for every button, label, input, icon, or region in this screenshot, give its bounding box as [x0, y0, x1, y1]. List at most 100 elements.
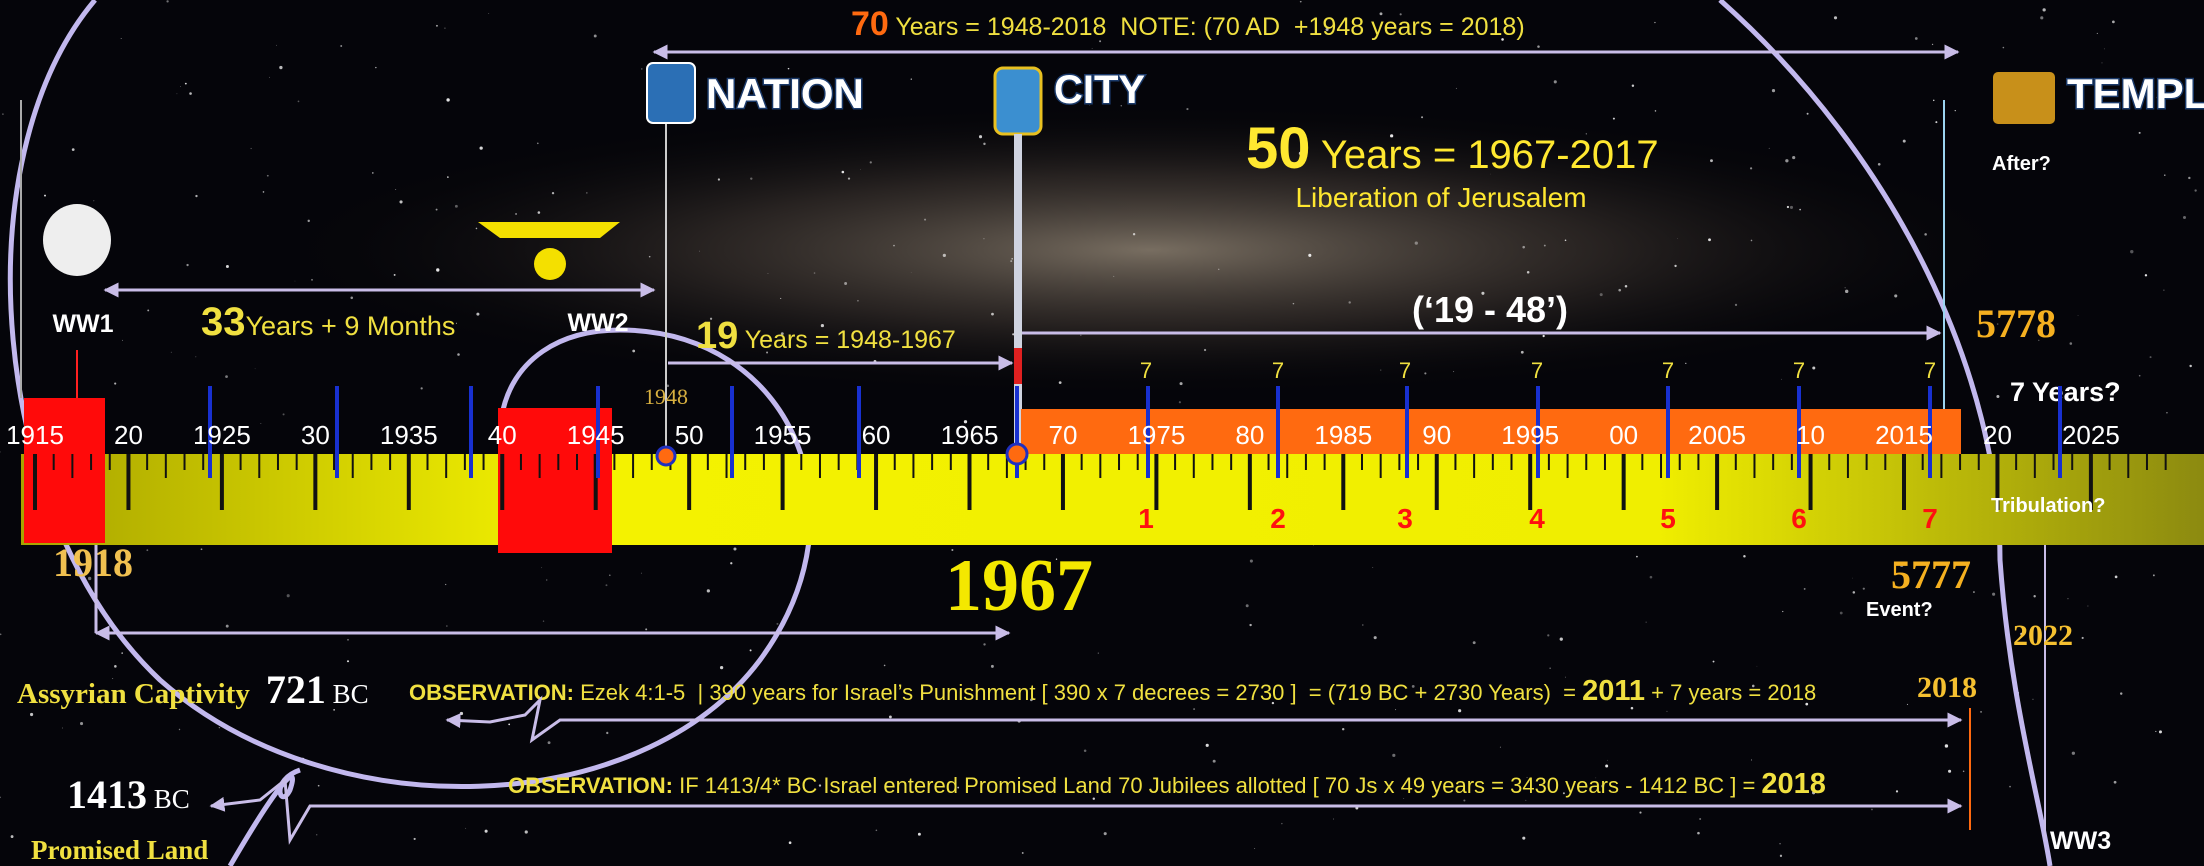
star: [2139, 132, 2141, 134]
star: [176, 93, 177, 94]
span19-number: 19: [696, 315, 738, 357]
star: [2130, 250, 2133, 253]
star: [195, 356, 196, 357]
star: [586, 192, 587, 193]
promised-era: BC: [147, 784, 190, 814]
star: [1246, 604, 1249, 607]
star: [1713, 661, 1715, 663]
star: [1308, 254, 1311, 257]
star: [1527, 271, 1530, 274]
star: [918, 833, 921, 836]
year-2018: 2018: [1917, 671, 1977, 704]
star: [1613, 118, 1615, 120]
star: [1804, 588, 1806, 590]
count-label: 2: [1270, 503, 1286, 534]
star: [2033, 699, 2034, 700]
star: [93, 200, 94, 201]
count-label: 4: [1529, 503, 1545, 534]
star: [1963, 771, 1965, 773]
star: [1677, 238, 1678, 239]
star: [1372, 567, 1373, 568]
star: [226, 625, 229, 628]
star: [1646, 622, 1647, 623]
star: [1544, 245, 1546, 247]
ruler-label: 1995: [1501, 420, 1559, 450]
ruler-label: 20: [114, 420, 143, 450]
star: [1618, 289, 1621, 292]
star: [1342, 728, 1344, 730]
star: [421, 387, 423, 389]
star: [1655, 110, 1657, 112]
star: [860, 169, 861, 170]
star: [1735, 304, 1737, 306]
ruler-label: 50: [675, 420, 704, 450]
star: [1010, 260, 1012, 262]
count-label: 7: [1922, 503, 1938, 534]
star: [884, 665, 886, 667]
city-pole-mark: [1014, 348, 1022, 384]
star: [1996, 395, 1999, 398]
star: [171, 352, 172, 353]
star: [476, 228, 478, 230]
promised-year: 1413: [67, 772, 147, 817]
star: [80, 722, 83, 725]
star: [768, 273, 769, 274]
star: [2155, 731, 2156, 732]
star: [1907, 704, 1908, 705]
star: [750, 177, 752, 179]
star: [1458, 709, 1461, 712]
star: [1631, 707, 1634, 710]
star: [983, 238, 984, 239]
star: [943, 254, 946, 257]
star: [1415, 241, 1418, 244]
star: [1522, 246, 1525, 249]
ruler-label: 10: [1796, 420, 1825, 450]
star: [2040, 16, 2043, 19]
star: [2072, 752, 2075, 755]
star: [552, 192, 554, 194]
star: [251, 148, 252, 149]
star: [436, 25, 438, 27]
star: [1632, 84, 1634, 86]
star: [525, 830, 528, 833]
star: [1785, 159, 1788, 162]
star: [166, 0, 168, 2]
ruler-label: 1925: [193, 420, 251, 450]
star: [541, 567, 542, 568]
span19-label: Years = 1948-1967: [738, 326, 956, 354]
star: [537, 142, 539, 144]
star: [1636, 556, 1638, 558]
star: [269, 77, 270, 78]
star: [11, 835, 14, 838]
ruler-label: 90: [1422, 420, 1451, 450]
star: [1565, 677, 1566, 678]
star: [911, 272, 912, 273]
star: [707, 589, 710, 592]
header-number: 70: [851, 5, 889, 43]
city-emblem: [995, 68, 1041, 134]
star: [991, 665, 994, 668]
star: [1980, 711, 1982, 713]
tribulation: Tribulation?: [1991, 495, 2105, 517]
star: [267, 175, 269, 177]
star: [394, 274, 396, 276]
ruler-label: 70: [1048, 420, 1077, 450]
star: [1935, 121, 1937, 123]
star: [295, 281, 296, 282]
star: [2033, 595, 2035, 597]
nation-label: NATION: [706, 70, 864, 117]
star: [1639, 811, 1641, 813]
star: [1845, 287, 1846, 288]
star: [983, 143, 985, 145]
assyrian-year: 721: [266, 667, 326, 712]
star: [460, 712, 463, 715]
star: [1992, 593, 1995, 596]
star: [979, 135, 982, 138]
star: [1463, 799, 1465, 801]
star: [548, 741, 551, 744]
star: [2194, 189, 2196, 191]
star: [1522, 837, 1525, 840]
ruler-label: 2015: [1875, 420, 1933, 450]
star: [287, 594, 290, 597]
star: [476, 313, 479, 316]
